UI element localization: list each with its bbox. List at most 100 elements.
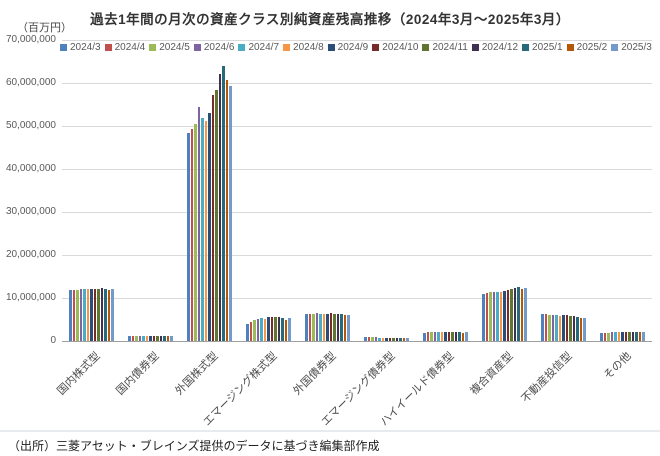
- bar: [145, 336, 149, 341]
- legend-label: 2024/12: [481, 42, 519, 53]
- bar: [576, 316, 579, 341]
- y-axis-unit-label: （百万円）: [17, 22, 72, 34]
- bar: [496, 292, 499, 341]
- category-label: 国内債券型: [113, 350, 162, 398]
- bar: [607, 332, 610, 341]
- legend-label: 2025/2: [576, 42, 608, 53]
- bar: [642, 331, 645, 341]
- bar: [524, 288, 527, 341]
- bar: [86, 289, 90, 341]
- legend-label: 2024/6: [203, 42, 235, 53]
- gridline: [62, 83, 652, 84]
- legend-label: 2024/11: [432, 42, 468, 53]
- legend-swatch: [611, 44, 619, 51]
- bar: [152, 335, 156, 341]
- bar: [170, 335, 173, 341]
- bar: [142, 336, 145, 341]
- bar: [274, 316, 277, 341]
- legend-swatch: [372, 44, 380, 51]
- bar: [211, 94, 215, 341]
- bar: [548, 314, 551, 341]
- bar: [506, 289, 510, 341]
- bar: [322, 313, 326, 341]
- bar: [333, 313, 336, 341]
- legend-swatch: [193, 44, 201, 51]
- bar: [260, 318, 263, 341]
- bar: [614, 332, 617, 341]
- legend-label: 2025/3: [621, 42, 652, 53]
- legend-item: 2025/1: [522, 42, 563, 53]
- bar: [489, 292, 492, 341]
- bar: [149, 336, 152, 341]
- bar: [90, 289, 93, 341]
- y-axis-tick-label: 70,000,000: [5, 34, 56, 45]
- y-axis-tick-label: 40,000,000: [5, 163, 56, 174]
- bar: [406, 338, 409, 341]
- legend-item: 2024/9: [327, 42, 368, 53]
- legend-item: 2024/12: [471, 42, 519, 53]
- bar: [208, 113, 211, 341]
- legend: 2024/3 2024/4 2024/5 2024/6 2024/7 2024/8 2024…: [60, 42, 652, 53]
- legend-item: 2024/5: [149, 42, 190, 53]
- bar: [263, 318, 267, 341]
- bar: [392, 337, 395, 341]
- bar: [579, 318, 583, 341]
- legend-label: 2025/1: [532, 42, 563, 53]
- bar: [83, 289, 86, 341]
- bar: [76, 289, 79, 341]
- bar: [111, 289, 114, 341]
- bar: [253, 320, 256, 341]
- bar: [79, 288, 83, 341]
- bar: [93, 288, 97, 341]
- bar: [388, 337, 392, 341]
- bar: [100, 288, 104, 341]
- y-axis-tick-label: 10,000,000: [5, 292, 56, 303]
- bar: [635, 331, 638, 341]
- bar: [440, 332, 444, 341]
- bar: [135, 336, 138, 341]
- bar: [558, 315, 562, 341]
- legend-item: 2024/6: [193, 42, 235, 53]
- bar: [621, 332, 624, 341]
- legend-label: 2024/3: [70, 42, 101, 53]
- bar: [381, 337, 385, 341]
- bar: [72, 289, 76, 341]
- legend-label: 2024/10: [382, 42, 419, 53]
- legend-label: 2024/5: [159, 42, 190, 53]
- bar: [510, 289, 513, 341]
- bar: [461, 332, 465, 341]
- legend-item: 2024/7: [238, 42, 279, 53]
- bar: [288, 318, 291, 341]
- category-label: ハイイールド債券型: [377, 350, 457, 429]
- bar: [628, 331, 631, 341]
- bar: [444, 332, 447, 341]
- bar: [569, 315, 572, 341]
- legend-label: 2024/8: [293, 42, 324, 53]
- y-axis-tick-label: 30,000,000: [5, 206, 56, 217]
- gridline: [62, 169, 652, 170]
- gridline: [62, 126, 652, 127]
- bar: [562, 315, 565, 341]
- legend-swatch: [471, 44, 479, 51]
- bar: [617, 332, 621, 341]
- category-label: 複合資産型: [467, 350, 516, 398]
- y-axis-tick-label: 60,000,000: [5, 77, 56, 88]
- bar: [187, 132, 190, 341]
- bar: [315, 313, 319, 341]
- bar: [284, 319, 288, 341]
- bar: [270, 316, 274, 341]
- bar: [364, 337, 367, 341]
- bar: [340, 314, 343, 341]
- bar: [190, 129, 194, 341]
- bar: [544, 314, 548, 341]
- bar: [520, 288, 524, 341]
- bar: [277, 317, 281, 341]
- bar: [159, 335, 163, 341]
- bar: [610, 332, 614, 341]
- bar: [631, 331, 635, 341]
- x-axis-line: [62, 341, 652, 342]
- legend-label: 2024/7: [248, 42, 280, 53]
- bar: [204, 120, 208, 341]
- legend-item: 2025/3: [611, 42, 652, 53]
- gridline: [62, 298, 652, 299]
